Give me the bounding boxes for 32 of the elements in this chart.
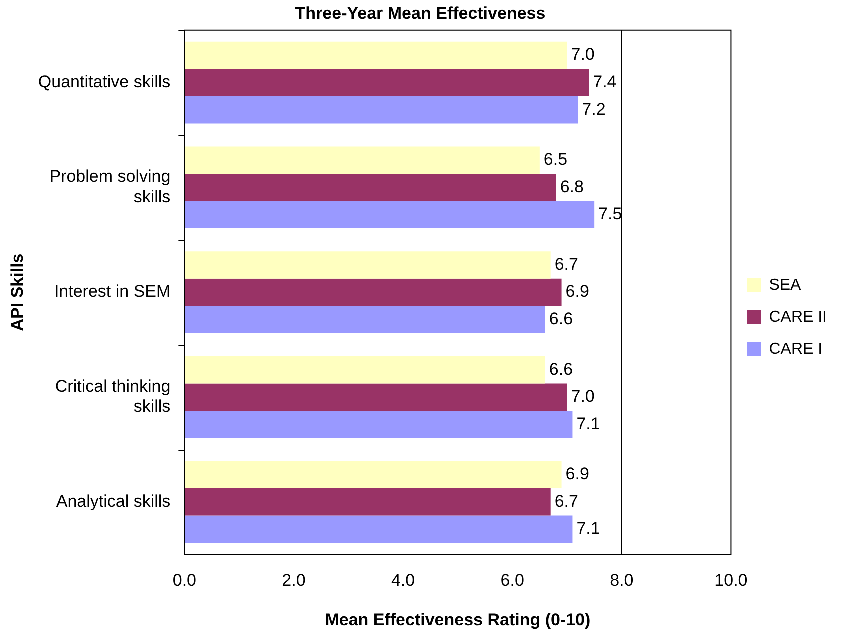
data-label: 7.4: [593, 72, 617, 92]
x-tick-label: 4.0: [391, 570, 416, 590]
data-label: 7.1: [576, 414, 600, 434]
y-axis-title: API Skills: [8, 254, 27, 332]
x-tick-label: 6.0: [500, 570, 524, 590]
data-label: 6.9: [566, 282, 590, 302]
data-label: 7.1: [576, 519, 600, 538]
legend-label: CARE I: [769, 340, 823, 358]
y-tick-label: Interest in SEM: [54, 282, 171, 302]
x-tick-label: 8.0: [610, 570, 634, 590]
data-label: 7.0: [571, 387, 595, 406]
y-tick-label: Analytical skills: [56, 492, 171, 511]
data-label: 6.5: [544, 150, 568, 170]
legend-label: CARE II: [769, 308, 828, 326]
data-label: 6.7: [554, 492, 578, 511]
y-tick-label: Critical thinking skills: [55, 376, 171, 416]
y-tick-label: Problem solving skills: [50, 167, 171, 207]
x-tick-label: 2.0: [282, 570, 306, 590]
data-label: 6.6: [549, 309, 574, 328]
legend-label: SEA: [769, 276, 802, 294]
data-label: 7.0: [571, 45, 595, 64]
data-label: 6.9: [566, 464, 590, 484]
y-tick-label: Quantitative skills: [38, 72, 171, 92]
data-label: 7.2: [582, 100, 606, 119]
data-label: 7.5: [598, 204, 622, 224]
x-tick-label: 0.0: [172, 570, 196, 590]
data-label: 6.7: [554, 254, 578, 274]
data-label: 6.8: [560, 177, 584, 196]
x-tick-label: 10.0: [714, 570, 748, 590]
chart-title: Three-Year Mean Effectiveness: [295, 4, 546, 23]
data-label: 6.6: [549, 360, 574, 379]
x-axis-title: Mean Effectiveness Rating (0-10): [325, 610, 591, 630]
